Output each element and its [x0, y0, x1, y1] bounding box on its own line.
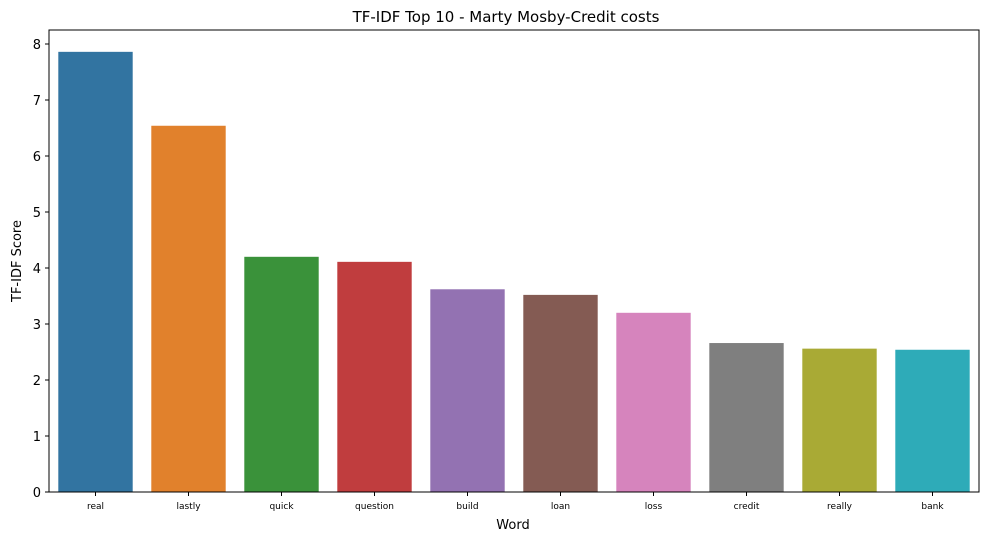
y-tick-label: 1: [33, 430, 41, 445]
bar-quick: [244, 256, 319, 492]
x-tick-label: really: [827, 502, 853, 512]
bars-group: [58, 51, 970, 493]
x-tick-label: lastly: [176, 502, 201, 512]
x-tick-label: real: [87, 502, 104, 512]
y-tick-label: 4: [33, 262, 41, 277]
bar-loan: [523, 294, 598, 492]
plot-frame: [48, 29, 980, 493]
x-tick-label: build: [456, 502, 478, 512]
y-axis: 0 1 2 3 4 5 6 7 8: [33, 38, 49, 501]
y-tick-label: 3: [33, 318, 41, 333]
bar-really: [802, 348, 877, 492]
y-tick-label: 6: [33, 150, 41, 165]
y-tick-label: 7: [33, 94, 41, 109]
x-axis: real lastly quick question build loan loss cred…: [87, 492, 944, 512]
bar-real: [58, 51, 133, 493]
x-tick-label: question: [355, 502, 394, 512]
x-tick-label: credit: [734, 502, 760, 512]
x-tick-label: bank: [921, 502, 944, 512]
y-tick-label: 2: [33, 374, 41, 389]
bar-build: [430, 289, 505, 492]
bar-question: [337, 261, 412, 492]
bar-loss: [616, 312, 691, 492]
x-tick-label: quick: [269, 502, 294, 512]
y-tick-label: 8: [33, 38, 41, 53]
bar-credit: [709, 343, 784, 492]
y-tick-label: 5: [33, 206, 41, 221]
chart-title: TF-IDF Top 10 - Marty Mosby-Credit costs: [352, 8, 660, 26]
x-tick-label: loss: [645, 502, 663, 512]
y-axis-label: TF-IDF Score: [10, 220, 25, 303]
x-tick-label: loan: [551, 502, 570, 512]
bar-lastly: [151, 125, 226, 492]
x-axis-label: Word: [496, 518, 529, 533]
bar-bank: [895, 349, 970, 492]
y-tick-label: 0: [33, 486, 41, 501]
